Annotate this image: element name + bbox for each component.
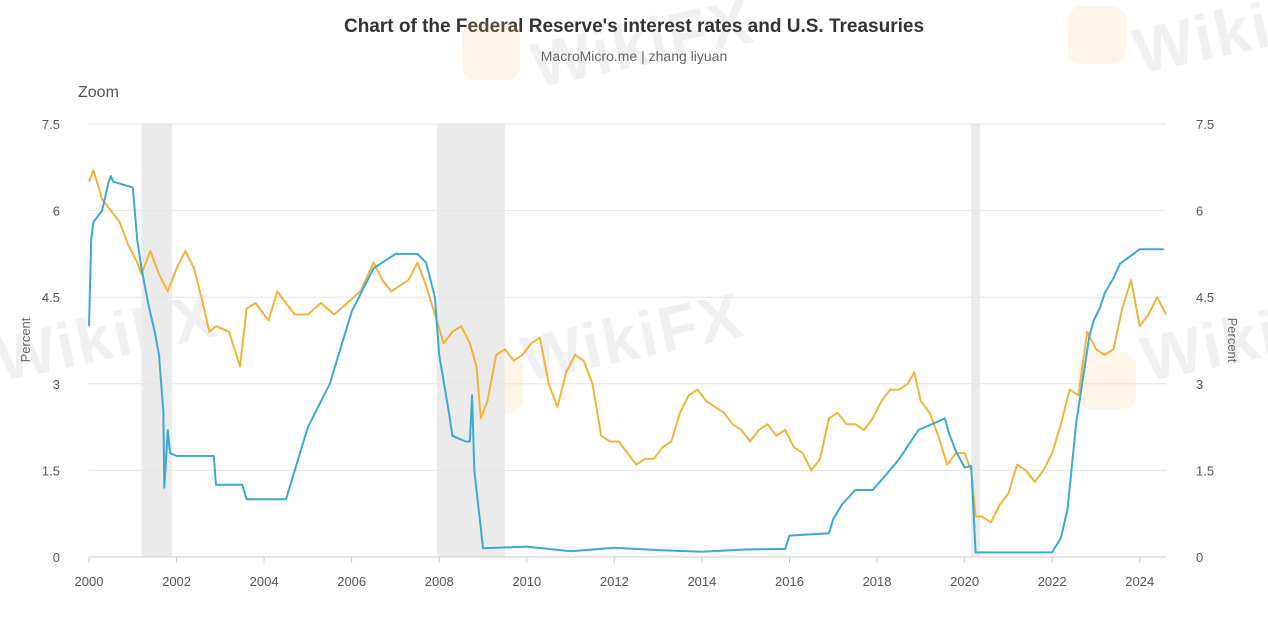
axes: 0 0 1.5 1.5 3 3 4.5 4.5 6 6 7.5 7.5 2000 2002 2004 2006… (42, 117, 1214, 589)
y-tick-label-right: 7.5 (1196, 117, 1214, 132)
x-tick-label: 2020 (950, 574, 979, 589)
grid-lines (89, 123, 1166, 558)
x-tick-label: 2016 (775, 574, 804, 589)
x-tick-label: 2006 (337, 574, 366, 589)
y-tick-label-left: 3 (53, 377, 60, 392)
recession-shading (141, 124, 980, 557)
y-tick-label-right: 3 (1196, 377, 1203, 392)
y-tick-label-right: 1.5 (1196, 463, 1214, 478)
y-tick-label-right: 0 (1196, 550, 1203, 565)
x-tick-label: 2004 (250, 574, 279, 589)
y-tick-label-left: 0 (53, 550, 60, 565)
x-tick-label: 2014 (687, 574, 716, 589)
x-tick-label: 2024 (1125, 574, 1154, 589)
y-axis-title-left: Percent (18, 317, 33, 362)
recession-band (971, 124, 980, 557)
y-tick-label-left: 4.5 (42, 290, 60, 305)
y-axis-title-right: Percent (1225, 318, 1240, 363)
x-tick-label: 2000 (75, 574, 104, 589)
x-tick-label: 2010 (512, 574, 541, 589)
y-tick-label-left: 6 (53, 204, 60, 219)
treasury-yield-line (88, 169, 1167, 524)
chart-subtitle: MacroMicro.me | zhang liyuan (540, 48, 728, 64)
y-tick-label-left: 1.5 (42, 463, 60, 478)
y-tick-label-left: 7.5 (42, 117, 60, 132)
chart-title: Chart of the Federal Reserve's interest … (343, 16, 925, 37)
x-tick-label: 2002 (162, 574, 191, 589)
y-tick-label-right: 4.5 (1196, 290, 1214, 305)
x-tick-label: 2012 (600, 574, 629, 589)
zoom-label[interactable]: Zoom (78, 84, 119, 101)
x-tick-label: 2018 (863, 574, 892, 589)
fed-rate-line (88, 175, 1164, 554)
y-tick-label-right: 6 (1196, 204, 1203, 219)
x-tick-label: 2008 (425, 574, 454, 589)
recession-band (437, 124, 505, 557)
series-lines (88, 169, 1167, 554)
x-tick-label: 2022 (1038, 574, 1067, 589)
